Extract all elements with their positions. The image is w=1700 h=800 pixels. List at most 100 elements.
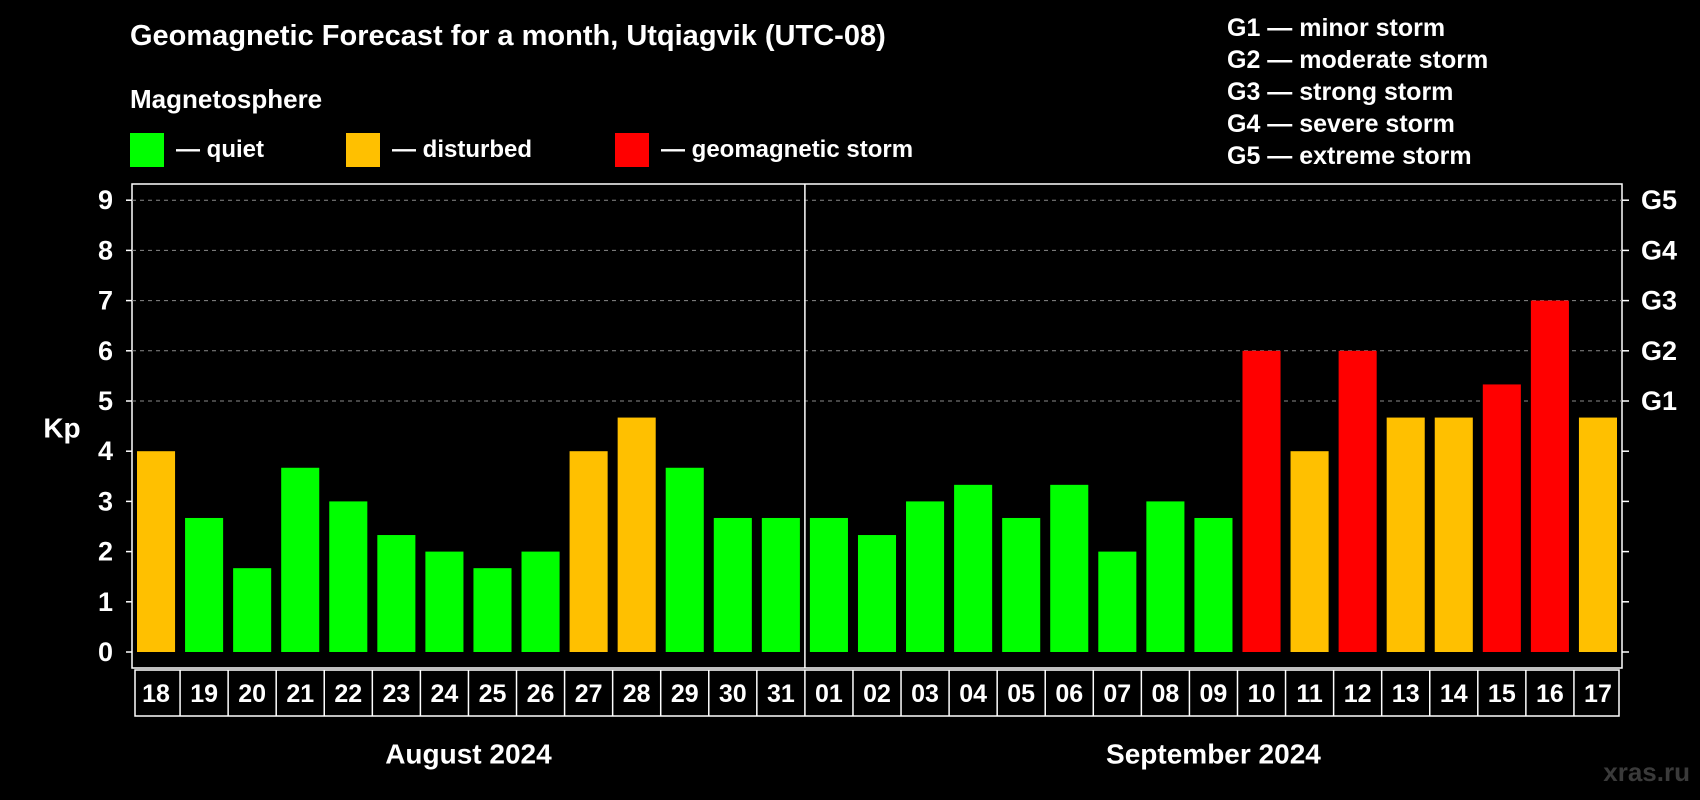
bar-25-7 bbox=[473, 568, 512, 652]
x-tick-label-07-20: 07 bbox=[1103, 680, 1131, 708]
bar-04-17 bbox=[954, 484, 993, 652]
y-tick-label-3: 3 bbox=[98, 486, 113, 516]
bar-11-24 bbox=[1290, 451, 1329, 652]
g-axis-label-g2: G2 bbox=[1641, 336, 1677, 366]
legend-swatch-disturbed bbox=[346, 133, 380, 167]
legend-label-disturbed: — disturbed bbox=[392, 136, 533, 163]
legend-heading: Magnetosphere bbox=[130, 84, 323, 114]
bar-14-27 bbox=[1434, 417, 1473, 652]
x-tick-label-31-13: 31 bbox=[767, 680, 795, 708]
g-scale-item-g4: G4 — severe storm bbox=[1227, 110, 1455, 138]
bar-19-1 bbox=[185, 517, 224, 652]
y-tick-label-4: 4 bbox=[98, 436, 113, 466]
g-axis-label-g3: G3 bbox=[1641, 286, 1677, 316]
g-scale-item-g1: G1 — minor storm bbox=[1227, 14, 1446, 42]
bar-07-20 bbox=[1098, 551, 1137, 652]
bar-28-10 bbox=[617, 417, 656, 652]
x-tick-label-13-26: 13 bbox=[1392, 680, 1420, 708]
bar-27-9 bbox=[569, 451, 608, 652]
x-tick-label-30-12: 30 bbox=[719, 680, 747, 708]
legend-item-disturbed: — disturbed bbox=[346, 133, 532, 167]
x-tick-label-14-27: 14 bbox=[1440, 680, 1468, 708]
y-tick-label-0: 0 bbox=[98, 637, 113, 667]
x-tick-label-17-30: 17 bbox=[1584, 680, 1612, 708]
y-tick-label-2: 2 bbox=[98, 537, 113, 567]
g-axis-label-g4: G4 bbox=[1641, 235, 1677, 265]
x-tick-label-02-15: 02 bbox=[863, 680, 891, 708]
y-tick-label-5: 5 bbox=[98, 386, 113, 416]
x-tick-label-08-21: 08 bbox=[1151, 680, 1179, 708]
x-tick-label-01-14: 01 bbox=[815, 680, 843, 708]
bar-06-19 bbox=[1050, 484, 1089, 652]
legend-label-storm: — geomagnetic storm bbox=[661, 136, 914, 163]
x-tick-label-05-18: 05 bbox=[1007, 680, 1035, 708]
x-tick-label-26-8: 26 bbox=[527, 680, 555, 708]
legend-swatch-quiet bbox=[130, 133, 164, 167]
x-tick-label-16-29: 16 bbox=[1536, 680, 1564, 708]
bar-29-11 bbox=[665, 467, 704, 652]
g-scale-item-g2: G2 — moderate storm bbox=[1227, 46, 1489, 74]
x-tick-label-06-19: 06 bbox=[1055, 680, 1083, 708]
y-tick-label-6: 6 bbox=[98, 336, 113, 366]
bar-02-15 bbox=[857, 535, 897, 652]
plot-frame bbox=[131, 183, 1623, 669]
legend-label-quiet: — quiet bbox=[176, 136, 264, 163]
legend-item-quiet: — quiet bbox=[130, 133, 264, 167]
x-tick-label-25-7: 25 bbox=[479, 680, 507, 708]
bar-18-0 bbox=[137, 451, 176, 652]
x-tick-label-22-4: 22 bbox=[334, 680, 362, 708]
x-tick-label-19-1: 19 bbox=[190, 680, 218, 708]
y-tick-label-9: 9 bbox=[98, 185, 113, 215]
bar-03-16 bbox=[906, 501, 945, 652]
month-label-1: September 2024 bbox=[1106, 739, 1321, 770]
bar-01-14 bbox=[809, 517, 848, 652]
bar-09-22 bbox=[1194, 517, 1233, 652]
bar-23-5 bbox=[377, 535, 416, 652]
g-axis-label-g1: G1 bbox=[1641, 386, 1677, 416]
x-tick-label-12-25: 12 bbox=[1344, 680, 1372, 708]
x-label-frame bbox=[134, 669, 1620, 717]
x-tick-label-23-5: 23 bbox=[382, 680, 410, 708]
x-tick-label-03-16: 03 bbox=[911, 680, 939, 708]
x-tick-label-21-3: 21 bbox=[286, 680, 314, 708]
y-tick-label-8: 8 bbox=[98, 235, 113, 265]
bar-16-29 bbox=[1530, 300, 1569, 652]
y-tick-label-7: 7 bbox=[98, 286, 113, 316]
bar-05-18 bbox=[1002, 517, 1041, 652]
watermark: xras.ru bbox=[1603, 757, 1690, 787]
x-tick-label-18-0: 18 bbox=[142, 680, 170, 708]
x-tick-label-29-11: 29 bbox=[671, 680, 699, 708]
chart-title: Geomagnetic Forecast for a month, Utqiag… bbox=[130, 20, 886, 52]
x-tick-label-24-6: 24 bbox=[431, 680, 459, 708]
bar-31-13 bbox=[761, 517, 800, 652]
y-axis-label: Kp bbox=[43, 413, 80, 444]
x-tick-label-15-28: 15 bbox=[1488, 680, 1516, 708]
legend-swatch-storm bbox=[615, 133, 649, 167]
x-tick-label-27-9: 27 bbox=[575, 680, 603, 708]
bar-26-8 bbox=[521, 551, 560, 652]
x-tick-label-04-17: 04 bbox=[959, 680, 987, 708]
x-tick-label-10-23: 10 bbox=[1248, 680, 1276, 708]
bar-30-12 bbox=[713, 517, 752, 652]
g-axis-label-g5: G5 bbox=[1641, 185, 1677, 215]
bar-24-6 bbox=[425, 551, 464, 652]
bar-12-25 bbox=[1338, 350, 1377, 652]
bar-15-28 bbox=[1482, 384, 1521, 652]
g-scale-item-g3: G3 — strong storm bbox=[1227, 78, 1454, 106]
bar-10-23 bbox=[1242, 350, 1281, 652]
bar-13-26 bbox=[1386, 417, 1425, 652]
x-tick-label-11-24: 11 bbox=[1296, 680, 1323, 708]
x-tick-label-20-2: 20 bbox=[238, 680, 266, 708]
legend-item-storm: — geomagnetic storm bbox=[615, 133, 913, 167]
x-tick-label-09-22: 09 bbox=[1200, 680, 1228, 708]
bar-20-2 bbox=[233, 568, 272, 652]
g-scale-item-g5: G5 — extreme storm bbox=[1227, 142, 1472, 170]
bar-22-4 bbox=[329, 501, 368, 652]
bar-17-30 bbox=[1578, 417, 1617, 652]
month-label-0: August 2024 bbox=[385, 739, 552, 770]
y-tick-label-1: 1 bbox=[98, 587, 113, 617]
bar-08-21 bbox=[1146, 501, 1185, 652]
x-tick-label-28-10: 28 bbox=[623, 680, 651, 708]
bar-21-3 bbox=[281, 467, 320, 652]
